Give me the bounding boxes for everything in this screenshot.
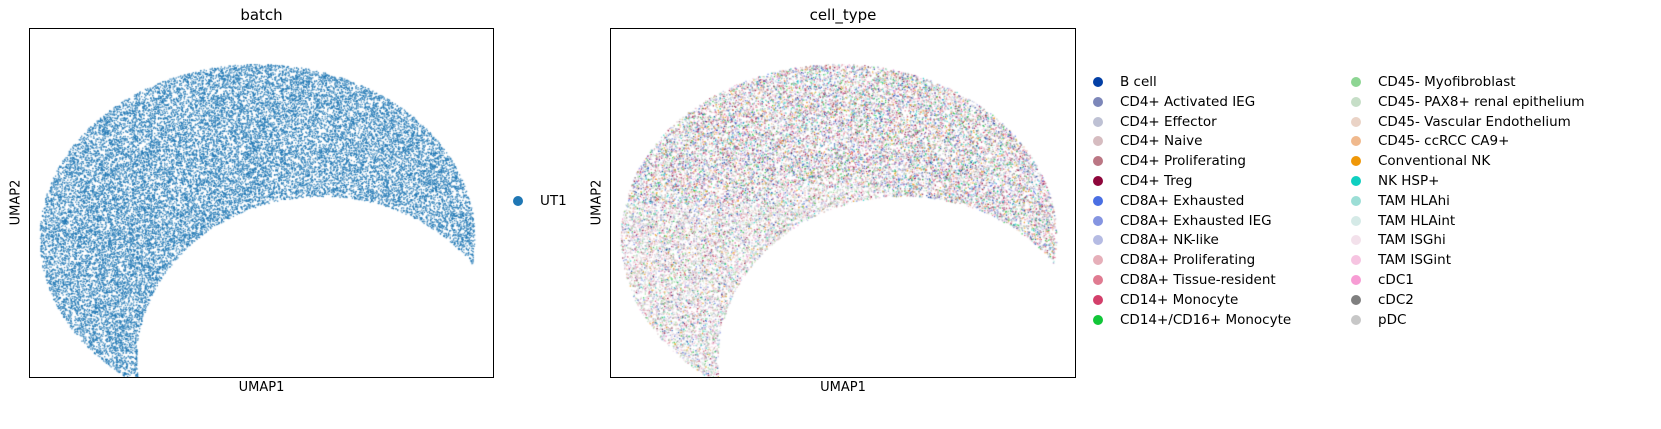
legend-label: TAM ISGhi — [1378, 232, 1446, 249]
chart-title: cell_type — [809, 6, 877, 24]
legend-marker — [1093, 215, 1103, 226]
legend-label: B cell — [1120, 74, 1157, 90]
legend-label: CD4+ Proliferating — [1120, 153, 1246, 170]
legend-marker — [1093, 235, 1103, 246]
legend-item: CD45- PAX8+ renal epithelium — [1351, 94, 1585, 110]
legend-item: TAM HLAhi — [1351, 193, 1450, 209]
legend-item: TAM ISGint — [1351, 252, 1451, 268]
legend-label: CD14+ Monocyte — [1120, 291, 1239, 308]
legend-item: pDC — [1351, 312, 1406, 328]
legend-item: CD8A+ Exhausted — [1093, 193, 1244, 209]
legend-item: CD45- ccRCC CA9+ — [1351, 133, 1509, 149]
y-axis-label: UMAP2 — [589, 179, 605, 226]
legend-item: CD14+/CD16+ Monocyte — [1093, 312, 1291, 328]
scatter-plot-area — [610, 28, 1076, 378]
legend-marker — [1351, 314, 1361, 325]
legend-item: CD4+ Proliferating — [1093, 153, 1246, 169]
legend-item: CD8A+ NK-like — [1093, 232, 1219, 248]
scatter-plot-area — [29, 28, 494, 378]
x-axis-label: UMAP1 — [238, 380, 285, 395]
legend-item: TAM ISGhi — [1351, 232, 1446, 248]
legend-marker — [1093, 195, 1103, 206]
legend-marker — [1351, 275, 1361, 285]
legend-label: CD8A+ Tissue-resident — [1120, 272, 1276, 288]
legend-item: CD8A+ Tissue-resident — [1093, 272, 1276, 288]
legend-label: CD8A+ Exhausted — [1120, 192, 1245, 209]
legend-marker — [1351, 195, 1361, 206]
legend-marker — [1093, 275, 1103, 285]
legend-item: CD4+ Naive — [1093, 133, 1202, 149]
legend-item: TAM HLAint — [1351, 213, 1455, 229]
legend-item: CD14+ Monocyte — [1093, 292, 1238, 308]
legend-marker — [1093, 314, 1103, 325]
legend-label: Conventional NK — [1378, 153, 1491, 170]
legend-item: CD45- Myofibroblast — [1351, 74, 1516, 90]
legend-marker — [1351, 77, 1361, 87]
legend-label: UT1 — [540, 193, 567, 209]
legend-label: CD8A+ NK-like — [1120, 232, 1219, 249]
legend-item: CD45- Vascular Endothelium — [1351, 114, 1571, 130]
legend-item: CD8A+ Proliferating — [1093, 252, 1255, 268]
legend-item: CD4+ Activated IEG — [1093, 94, 1255, 110]
legend-label: CD45- ccRCC CA9+ — [1378, 133, 1510, 150]
y-axis-label: UMAP2 — [8, 179, 24, 226]
legend-label: CD45- Myofibroblast — [1378, 74, 1516, 90]
legend-marker — [1351, 96, 1361, 107]
chart-title: batch — [240, 6, 283, 24]
legend-item: NK HSP+ — [1351, 173, 1439, 189]
legend-item: CD4+ Treg — [1093, 173, 1192, 189]
legend-marker — [513, 196, 523, 206]
legend-item: UT1 — [513, 193, 567, 209]
legend-label: NK HSP+ — [1378, 173, 1440, 189]
legend-label: cDC1 — [1378, 272, 1414, 288]
legend-label: cDC2 — [1378, 291, 1414, 308]
legend-label: TAM HLAhi — [1378, 192, 1450, 209]
legend-item: CD4+ Effector — [1093, 114, 1217, 130]
scatter-points — [611, 29, 1075, 377]
legend-label: CD8A+ Exhausted IEG — [1120, 212, 1272, 229]
legend-label: CD8A+ Proliferating — [1120, 252, 1256, 269]
legend-item: cDC1 — [1351, 272, 1414, 288]
legend-label: CD4+ Naive — [1120, 133, 1203, 150]
legend-marker — [1351, 294, 1361, 305]
legend-marker — [1093, 77, 1103, 87]
legend-item: B cell — [1093, 74, 1157, 90]
legend-label: CD45- Vascular Endothelium — [1378, 113, 1571, 130]
legend-marker — [1351, 116, 1361, 127]
legend-marker — [1351, 255, 1361, 266]
legend-item: CD8A+ Exhausted IEG — [1093, 213, 1272, 229]
legend-marker — [1093, 176, 1103, 186]
legend-marker — [1351, 176, 1361, 186]
legend-marker — [1351, 235, 1361, 246]
legend-marker — [1351, 156, 1361, 167]
legend-marker — [1093, 136, 1103, 147]
legend-label: CD14+/CD16+ Monocyte — [1120, 311, 1292, 328]
legend-label: TAM HLAint — [1378, 212, 1456, 229]
legend-marker — [1093, 294, 1103, 305]
legend-label: CD4+ Treg — [1120, 173, 1193, 189]
legend-label: pDC — [1378, 311, 1407, 328]
legend-label: CD4+ Activated IEG — [1120, 93, 1256, 110]
legend-label: CD45- PAX8+ renal epithelium — [1378, 93, 1585, 110]
legend-marker — [1351, 215, 1361, 226]
legend-label: TAM ISGint — [1378, 252, 1451, 269]
legend-marker — [1093, 156, 1103, 167]
legend-marker — [1093, 96, 1103, 107]
legend-label: CD4+ Effector — [1120, 113, 1217, 130]
legend-item: cDC2 — [1351, 292, 1414, 308]
scatter-points — [30, 29, 493, 377]
x-axis-label: UMAP1 — [820, 380, 866, 395]
legend-marker — [1093, 116, 1103, 127]
legend-marker — [1093, 255, 1103, 266]
legend-marker — [1351, 136, 1361, 147]
legend-item: Conventional NK — [1351, 153, 1490, 169]
